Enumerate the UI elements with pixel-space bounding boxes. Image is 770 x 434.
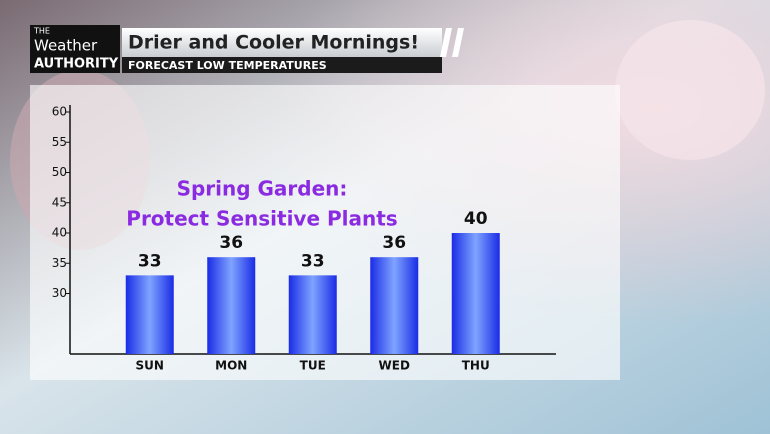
annotation: Protect Sensitive Plants <box>126 207 397 231</box>
data-label: 36 <box>219 233 243 253</box>
logo-text: Weather <box>34 37 98 55</box>
subtitle-bar <box>122 57 442 73</box>
y-tick-label: 60 <box>52 105 67 119</box>
stripe <box>452 28 464 57</box>
logo-text: AUTHORITY <box>34 57 119 72</box>
bar <box>125 275 174 354</box>
logo-box <box>30 25 120 73</box>
chart-title: Drier and Cooler Mornings! <box>128 32 419 54</box>
x-tick-label: WED <box>379 359 410 373</box>
y-tick-label: 30 <box>52 286 67 300</box>
title-bar <box>122 28 442 57</box>
y-tick-label: 45 <box>52 195 67 209</box>
y-tick-label: 40 <box>52 226 67 240</box>
x-tick-label: MON <box>215 359 247 373</box>
annotation: Spring Garden: <box>177 177 348 201</box>
x-tick-label: TUE <box>300 359 326 373</box>
logo-text: THE <box>33 27 50 36</box>
data-label: 36 <box>382 233 406 253</box>
y-tick-label: 55 <box>52 135 67 149</box>
bar <box>288 275 337 354</box>
bar <box>207 257 256 354</box>
bar <box>451 233 500 354</box>
data-label: 33 <box>301 251 325 271</box>
bar <box>370 257 419 354</box>
y-tick-label: 35 <box>52 256 67 270</box>
data-label: 40 <box>464 209 488 229</box>
x-tick-label: THU <box>462 359 490 373</box>
stripe <box>440 28 452 57</box>
x-tick-label: SUN <box>136 359 164 373</box>
y-tick-label: 50 <box>52 165 67 179</box>
chart-subtitle: FORECAST LOW TEMPERATURES <box>128 59 327 72</box>
blossom <box>615 20 765 160</box>
data-label: 33 <box>138 251 162 271</box>
